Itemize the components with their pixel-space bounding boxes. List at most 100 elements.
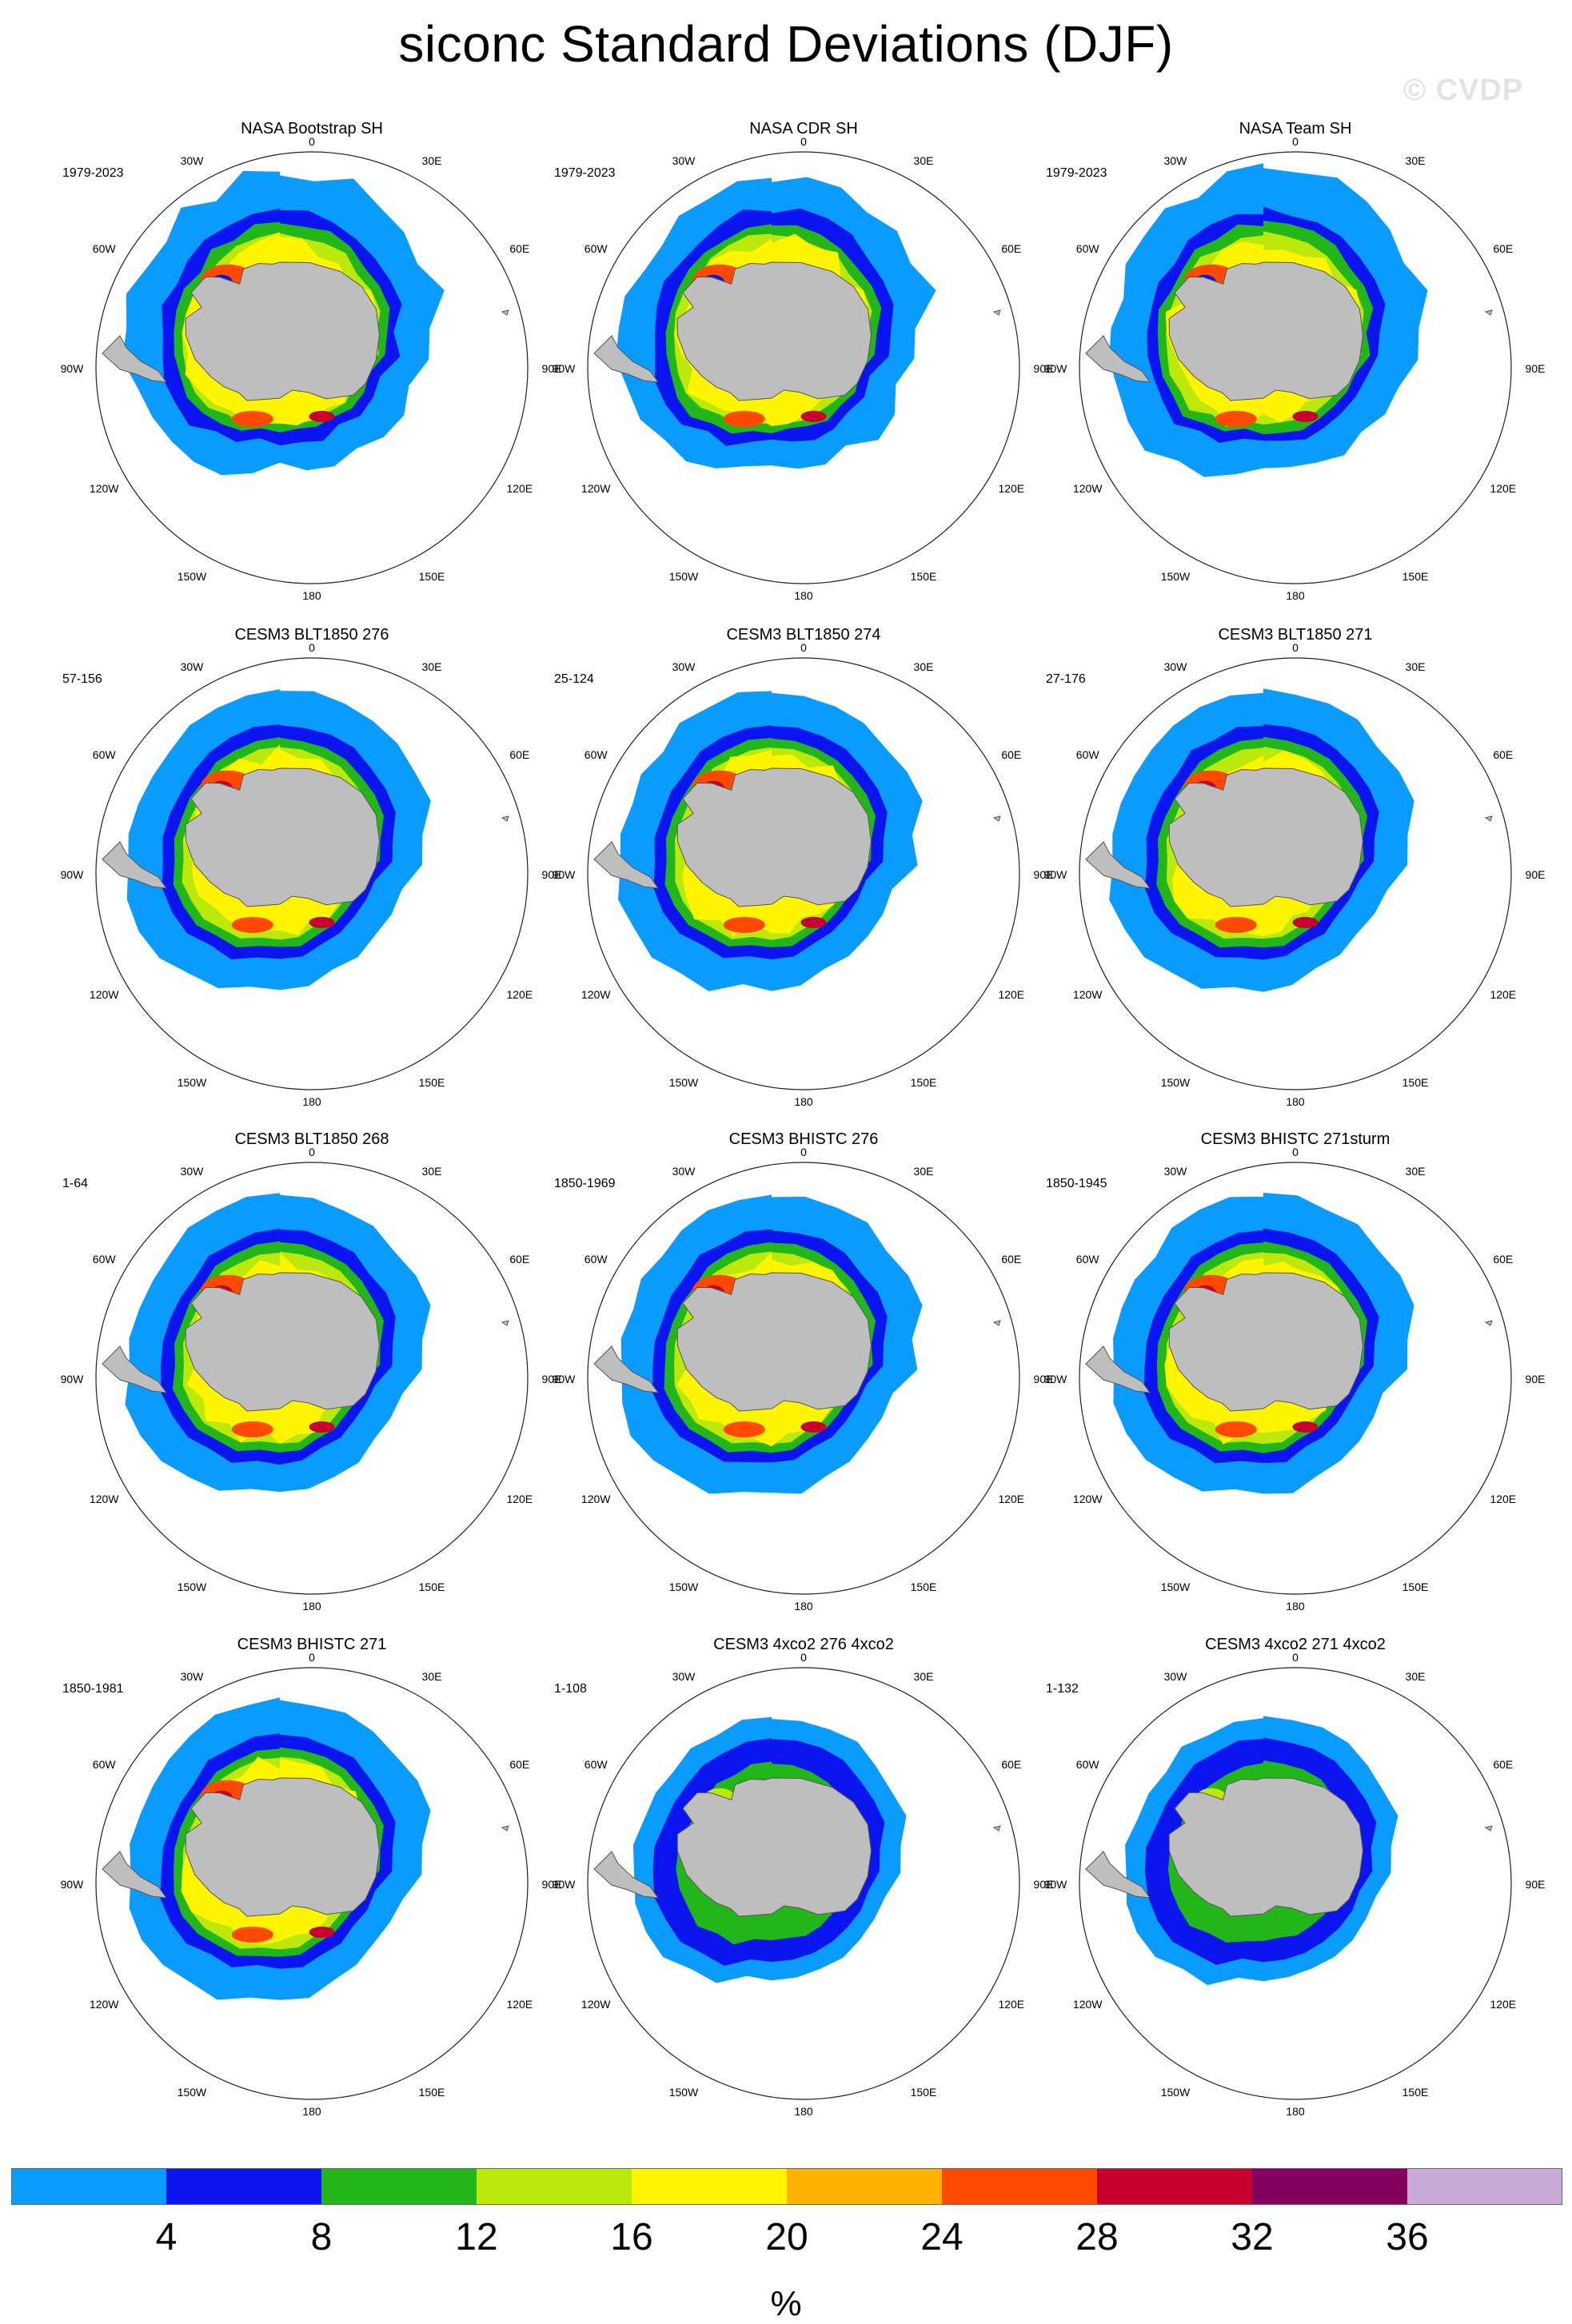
longitude-label: 30W (672, 1670, 696, 1683)
longitude-label: 150E (1402, 1076, 1429, 1089)
kerguelen-island (1484, 1320, 1493, 1326)
longitude-label: 30W (672, 660, 696, 673)
longitude-label: 120E (998, 482, 1024, 495)
colorbar-tick-label: 8 (311, 2216, 333, 2258)
panel-title: CESM3 4xco2 271 4xco2 (1205, 1636, 1386, 1653)
longitude-label: 150W (1161, 2086, 1191, 2099)
longitude-label: 120E (1490, 482, 1516, 495)
map-svg: 0 30E 60E 90E 120E 150E 180 150W 120W 90W 60W 30W (553, 1146, 1054, 1612)
longitude-label: 90E (1526, 1373, 1546, 1385)
watermark: © CVDP (1403, 74, 1524, 107)
panel-period: 1850-1969 (554, 1177, 616, 1190)
longitude-label: 90W (1044, 1373, 1068, 1385)
south-america-land (102, 841, 168, 889)
antarctica-land (185, 261, 381, 401)
longitude-label: 120W (581, 482, 611, 495)
longitude-label: 60W (93, 242, 117, 255)
longitude-label: 90W (1044, 1878, 1068, 1891)
longitude-label: 30W (181, 154, 205, 167)
map-panel: 0 30E 60E 90E 120E 150E 180 150W 120W 90W 60W 30W CE… (1044, 626, 1546, 1114)
south-america-land (593, 1851, 660, 1899)
longitude-label: 30E (1406, 1670, 1426, 1683)
longitude-label: 90E (1034, 1373, 1054, 1385)
colorbar-tick-label: 16 (610, 2216, 652, 2258)
longitude-label: 30W (672, 154, 696, 167)
map-svg: 0 30E 60E 90E 120E 150E 180 150W 120W 90W 60W 30W (61, 1146, 562, 1612)
longitude-label: 0 (309, 641, 315, 654)
panel-period: 1-108 (554, 1682, 587, 1696)
longitude-label: 150W (178, 1581, 207, 1593)
kerguelen-island (1484, 309, 1493, 316)
macquarie-island (960, 2111, 968, 2125)
longitude-label: 180 (794, 2105, 813, 2118)
longitude-label: 30E (422, 660, 442, 673)
kerguelen-island (501, 309, 509, 316)
kerguelen-island (992, 309, 1001, 316)
antarctica-land (1168, 261, 1364, 401)
longitude-label: 0 (309, 1146, 315, 1158)
longitude-label: 60W (585, 748, 608, 761)
ross-sea-hotspot (1215, 1421, 1257, 1437)
longitude-label: 120W (1073, 988, 1103, 1001)
east-antarctic-hotspot (1292, 916, 1319, 928)
panel-title: CESM3 BLT1850 276 (234, 626, 389, 644)
colorbar-tick-label: 32 (1231, 2216, 1273, 2258)
east-antarctic-hotspot (309, 916, 335, 928)
longitude-label: 30W (1164, 1165, 1188, 1178)
macquarie-island (469, 1101, 477, 1115)
longitude-label: 30E (1406, 660, 1426, 673)
colorbar-swatch (11, 2168, 167, 2205)
longitude-label: 90W (1044, 362, 1068, 375)
longitude-label: 60W (585, 1758, 608, 1771)
macquarie-island (469, 2111, 477, 2125)
ross-sea-hotspot (231, 1926, 273, 1943)
longitude-label: 0 (800, 135, 807, 148)
map-panel: 0 30E 60E 90E 120E 150E 180 150W 120W 90W 60W 30W CE… (1044, 1636, 1546, 2123)
longitude-label: 120E (506, 988, 533, 1001)
longitude-label: 90E (1034, 868, 1054, 881)
longitude-label: 60E (1493, 242, 1513, 255)
east-antarctic-hotspot (309, 1421, 335, 1433)
longitude-label: 60W (93, 748, 117, 761)
longitude-label: 150W (178, 2086, 207, 2099)
longitude-label: 150W (178, 570, 207, 583)
longitude-label: 30E (914, 1670, 934, 1683)
longitude-label: 150W (669, 570, 699, 583)
longitude-label: 0 (1292, 1651, 1299, 1664)
map-svg: 0 30E 60E 90E 120E 150E 180 150W 120W 90W 60W 30W (553, 1651, 1054, 2125)
antarctica-land (1168, 1777, 1364, 1917)
longitude-label: 150W (1161, 1581, 1191, 1593)
polar-map (593, 691, 1001, 1115)
colorbar: 4 8 12 16 20 24 28 32 36 (11, 2168, 1562, 2258)
longitude-label: 0 (309, 135, 315, 148)
longitude-label: 90E (1034, 362, 1054, 375)
ross-sea-hotspot (723, 916, 765, 933)
longitude-label: 60W (1076, 1253, 1100, 1266)
longitude-label: 120E (506, 1493, 533, 1505)
longitude-label: 30W (181, 1670, 205, 1683)
panel-period: 27-176 (1046, 672, 1086, 686)
map-panel: 0 30E 60E 90E 120E 150E 180 150W 120W 90W 60W 30W CE… (61, 1636, 562, 2125)
colorbar-swatch (942, 2168, 1098, 2205)
south-america-land (1085, 1851, 1151, 1899)
longitude-label: 120E (1490, 1493, 1516, 1505)
panel-title: NASA Bootstrap SH (241, 120, 383, 138)
map-panel: 0 30E 60E 90E 120E 150E 180 150W 120W 90W 60W 30W CE… (61, 626, 562, 1115)
east-antarctic-hotspot (800, 916, 827, 928)
macquarie-island (960, 1101, 968, 1115)
longitude-label: 150W (669, 2086, 699, 2099)
longitude-label: 150E (1402, 1581, 1429, 1593)
longitude-label: 60E (1493, 1758, 1513, 1771)
map-svg: 0 30E 60E 90E 120E 150E 180 150W 120W 90W 60W 30W (553, 641, 1054, 1108)
panel-title: CESM3 BLT1850 274 (726, 626, 881, 644)
longitude-label: 60E (509, 748, 529, 761)
polar-map (593, 177, 1001, 469)
colorbar-swatch (1097, 2168, 1253, 2205)
longitude-label: 60W (1076, 242, 1100, 255)
panel-title: CESM3 BLT1850 268 (234, 1130, 389, 1148)
kerguelen-island (992, 1825, 1001, 1832)
longitude-label: 90W (1044, 868, 1068, 881)
antarctica-land (676, 767, 872, 907)
longitude-label: 120E (506, 1998, 533, 2011)
panel-title: CESM3 BLT1850 271 (1218, 626, 1373, 644)
